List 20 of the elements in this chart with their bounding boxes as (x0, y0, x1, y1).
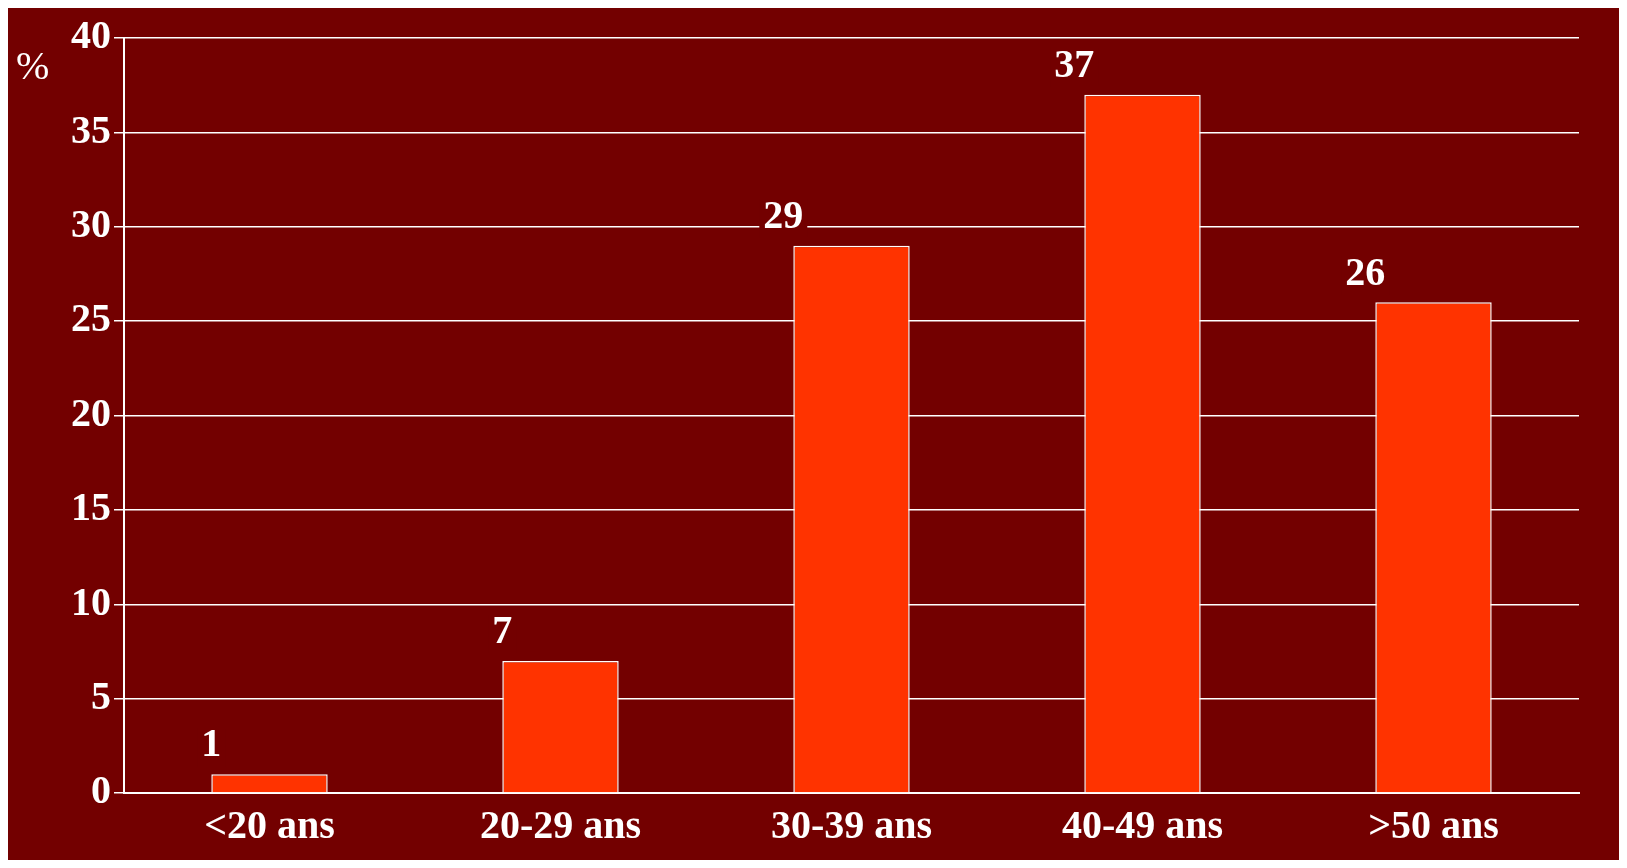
x-tick-label: 20-29 ans (479, 802, 642, 848)
y-tick-label: 25 (71, 295, 111, 341)
data-label: 7 (492, 607, 513, 653)
y-tick-label: 20 (71, 389, 111, 435)
y-tick-label: 15 (71, 484, 111, 530)
data-label: 26 (1345, 248, 1386, 294)
y-tick-label: 35 (71, 106, 111, 152)
y-tick-label: 5 (91, 672, 111, 718)
data-label: 1 (201, 720, 222, 766)
data-label: 29 (763, 191, 804, 237)
y-tick-label: 30 (71, 201, 111, 247)
x-tick-label: >50 ans (1368, 802, 1499, 848)
y-axis-title: % (16, 42, 50, 88)
x-tick-label: <20 ans (204, 802, 335, 848)
y-tick-label: 10 (71, 578, 111, 624)
x-tick-label: 40-49 ans (1061, 802, 1224, 848)
y-tick-label: 0 (91, 767, 111, 813)
x-tick-label: 30-39 ans (770, 802, 933, 848)
y-tick-label: 40 (71, 12, 111, 58)
data-label: 37 (1054, 40, 1095, 86)
